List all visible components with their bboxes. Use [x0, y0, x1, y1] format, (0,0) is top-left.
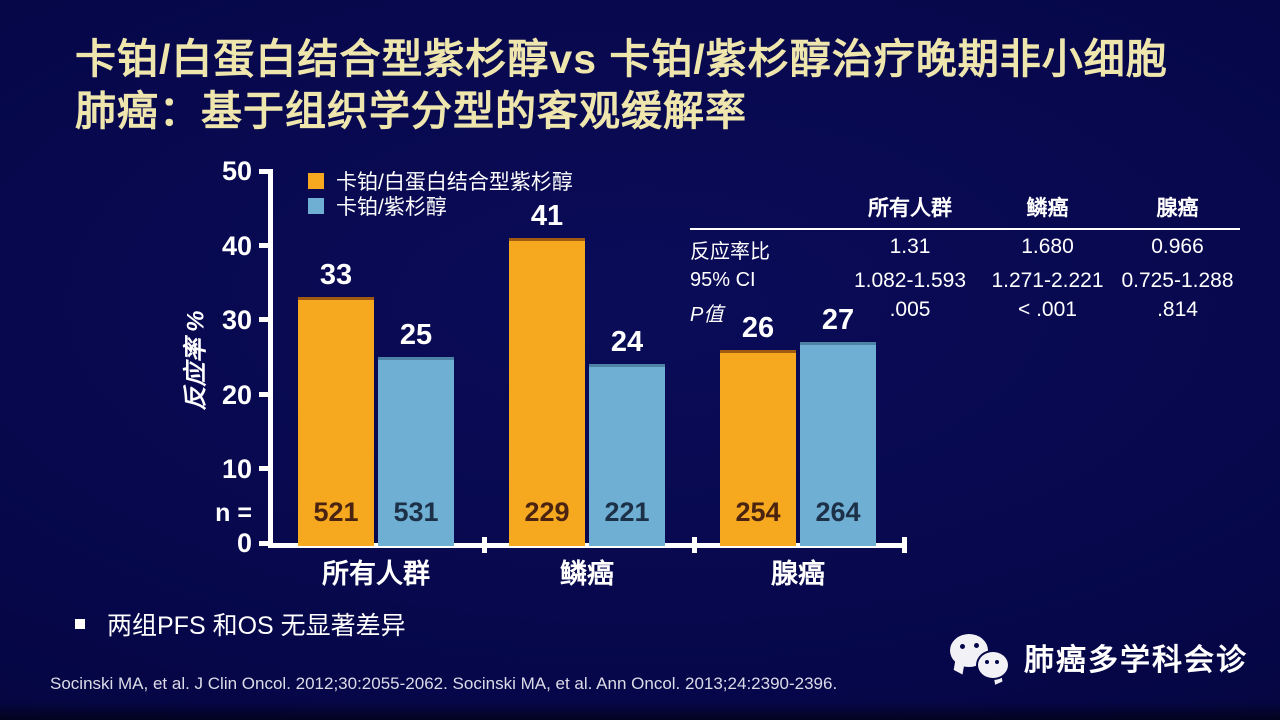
y-axis-tick [259, 466, 273, 472]
legend-item-nabpaclitaxel: 卡铂/白蛋白结合型紫杉醇 [308, 168, 573, 194]
stats-row-response-ratio: 反应率比 1.31 1.680 0.966 [690, 235, 1204, 263]
stats-table: 所有人群 鳞癌 腺癌 反应率比 1.31 1.680 0.966 95% CI … [690, 192, 1240, 327]
stats-col-adeno: 腺癌 [1156, 197, 1199, 220]
y-axis-line [268, 171, 273, 548]
x-axis-tick [482, 537, 487, 553]
y-tick-40: 40 [221, 231, 252, 261]
bar-orange-2 [720, 350, 796, 546]
y-axis-tick [259, 391, 273, 397]
y-axis-label: 反应率 % [182, 310, 210, 411]
bar-n-label: 229 [524, 497, 570, 527]
bar-blue-0 [378, 357, 454, 546]
citation: Socinski MA, et al. J Clin Oncol. 2012;3… [50, 674, 838, 693]
y-tick-50: 50 [221, 156, 252, 186]
category-label-adeno: 腺癌 [771, 559, 825, 589]
y-axis-tick [259, 317, 273, 323]
stats-row-pvalue: P值 .005 < .001 .814 [690, 298, 1198, 326]
stats-col-all: 所有人群 [868, 197, 952, 220]
wechat-badge: 肺癌多学科会诊 [946, 626, 1248, 688]
bullet-square-icon [75, 619, 85, 629]
legend-item-paclitaxel: 卡铂/紫杉醇 [308, 193, 573, 219]
slide-title-line2: 肺癌：基于组织学分型的客观缓解率 [75, 87, 747, 134]
bar-n-label: 254 [735, 497, 781, 527]
wechat-account-name: 肺癌多学科会诊 [1024, 644, 1248, 677]
legend-label: 卡铂/紫杉醇 [336, 195, 447, 219]
y-tick-0: 0 [236, 528, 252, 558]
y-tick-10: 10 [221, 454, 252, 484]
wechat-icon [946, 626, 1014, 688]
bar-value-label: 24 [610, 326, 644, 358]
bar-value-label: 41 [530, 200, 564, 232]
bar-n-label: 264 [815, 497, 861, 527]
stats-row-ci: 95% CI 1.082-1.593 1.271-2.221 0.725-1.2… [690, 269, 1234, 292]
legend-label: 卡铂/白蛋白结合型紫杉醇 [336, 170, 573, 194]
legend-swatch-orange-icon [308, 172, 324, 189]
category-label-all: 所有人群 [322, 559, 430, 589]
slide-title: 卡铂/白蛋白结合型紫杉醇vs 卡铂/紫杉醇治疗晚期非小细胞 肺癌：基于组织学分型… [75, 34, 1215, 137]
legend-swatch-blue-icon [308, 197, 324, 214]
n-equals-label: n = [215, 499, 252, 527]
bar-value-label: 25 [399, 319, 433, 351]
y-tick-30: 30 [221, 305, 252, 335]
bullet-point: 两组PFS 和OS 无显著差异 [75, 606, 406, 642]
stats-table-header: 所有人群 鳞癌 腺癌 [690, 192, 1240, 230]
slide-title-line1: 卡铂/白蛋白结合型紫杉醇vs 卡铂/紫杉醇治疗晚期非小细胞 [75, 36, 1168, 82]
bar-blue-2 [800, 342, 876, 546]
bar-orange-1 [509, 238, 585, 546]
y-axis-tick [259, 242, 273, 248]
bar-orange-0 [298, 297, 374, 546]
bar-n-label: 531 [393, 497, 439, 527]
bar-value-label: 26 [741, 312, 775, 344]
x-axis-tick [692, 537, 697, 553]
bullet-text: 两组PFS 和OS 无显著差异 [107, 612, 406, 640]
bar-n-label: 521 [313, 497, 359, 527]
stats-col-squamous: 鳞癌 [1026, 197, 1069, 220]
bar-blue-1 [589, 364, 665, 546]
x-axis-tick [902, 537, 907, 553]
chart-legend: 卡铂/白蛋白结合型紫杉醇 卡铂/紫杉醇 [308, 168, 573, 219]
y-axis-tick [259, 540, 273, 546]
x-axis-line [268, 543, 904, 548]
bar-value-label: 27 [821, 304, 855, 336]
y-tick-20: 20 [221, 380, 252, 410]
bar-value-label: 33 [319, 259, 353, 291]
y-axis-tick [259, 168, 273, 174]
category-label-squamous: 鳞癌 [560, 559, 614, 589]
bar-n-label: 221 [604, 497, 650, 527]
